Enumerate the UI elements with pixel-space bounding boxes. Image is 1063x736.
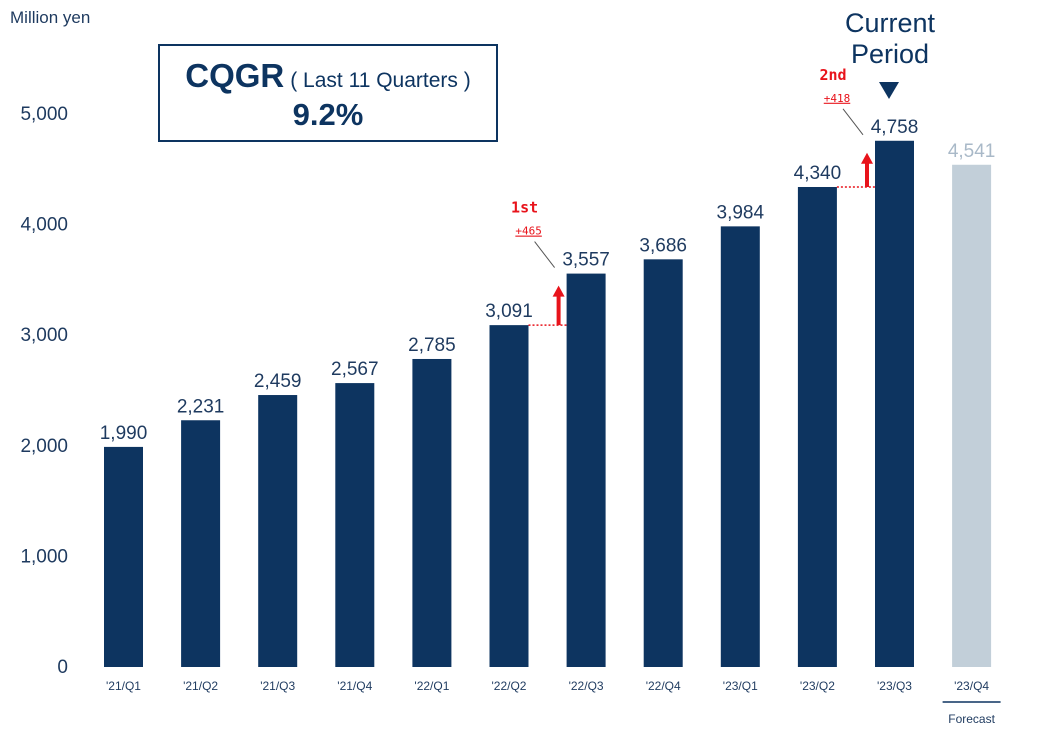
annotation-pointer — [534, 241, 555, 268]
current-period-label: Current Period — [815, 8, 965, 70]
y-axis-unit-label: Million yen — [10, 8, 91, 27]
data-label: 4,541 — [948, 141, 996, 162]
forecast-label: Forecast — [948, 712, 995, 726]
data-label: 3,686 — [639, 235, 687, 256]
bar — [181, 420, 221, 667]
y-tick-label: 0 — [57, 657, 68, 678]
increase-delta-label: +418 — [824, 92, 851, 105]
data-label: 1,990 — [100, 423, 148, 444]
bar — [720, 226, 760, 667]
increase-rank-label: 2nd — [819, 66, 846, 84]
bar — [104, 446, 143, 667]
x-tick-label: '21/Q2 — [183, 679, 218, 693]
y-tick-label: 3,000 — [20, 325, 68, 346]
bar — [875, 140, 914, 667]
data-label: 2,459 — [254, 371, 302, 392]
cqgr-box: CQGR( Last 11 Quarters ) 9.2% — [158, 44, 498, 142]
y-tick-label: 2,000 — [20, 436, 68, 457]
data-label: 2,231 — [177, 396, 225, 417]
cqgr-title: CQGR — [185, 57, 285, 94]
increase-rank-label: 1st — [511, 199, 538, 217]
current-period-line-1: Current — [844, 8, 936, 38]
annotation-pointer — [842, 108, 864, 136]
x-tick-label: '21/Q4 — [337, 679, 372, 693]
bar — [566, 273, 606, 667]
y-tick-label: 5,000 — [20, 104, 68, 125]
bar — [489, 325, 529, 667]
x-tick-label: '22/Q2 — [492, 679, 527, 693]
data-label: 2,567 — [331, 359, 379, 380]
x-tick-label: '22/Q4 — [646, 679, 681, 693]
x-tick-label: '23/Q2 — [800, 679, 835, 693]
x-tick-label: '22/Q3 — [569, 679, 604, 693]
cqgr-subtitle: ( Last 11 Quarters ) — [290, 69, 471, 92]
data-label: 3,557 — [562, 250, 610, 271]
y-tick-label: 4,000 — [20, 215, 68, 236]
data-label: 4,340 — [794, 163, 842, 184]
cqgr-value: 9.2% — [292, 97, 364, 132]
data-label: 2,785 — [408, 335, 456, 356]
forecast-bar — [952, 164, 992, 668]
y-tick-label: 1,000 — [20, 546, 68, 567]
increase-delta-label: +465 — [515, 225, 542, 238]
bar — [643, 259, 683, 667]
data-label: 3,091 — [485, 301, 533, 322]
increase-arrow-head-icon — [552, 285, 565, 297]
x-tick-label: '23/Q4 — [954, 679, 989, 693]
x-tick-label: '22/Q1 — [414, 679, 449, 693]
increase-arrow-head-icon — [861, 152, 873, 164]
data-label: 4,758 — [871, 117, 919, 138]
current-period-marker-icon — [879, 82, 899, 99]
x-tick-label: '23/Q3 — [877, 679, 912, 693]
bar — [412, 358, 452, 667]
bar — [797, 186, 837, 667]
current-period-line-2: Period — [850, 39, 930, 69]
bar — [258, 395, 298, 667]
x-tick-label: '21/Q3 — [260, 679, 295, 693]
x-tick-label: '21/Q1 — [106, 679, 141, 693]
x-tick-label: '23/Q1 — [723, 679, 758, 693]
bar — [335, 383, 375, 667]
data-label: 3,984 — [717, 202, 765, 223]
